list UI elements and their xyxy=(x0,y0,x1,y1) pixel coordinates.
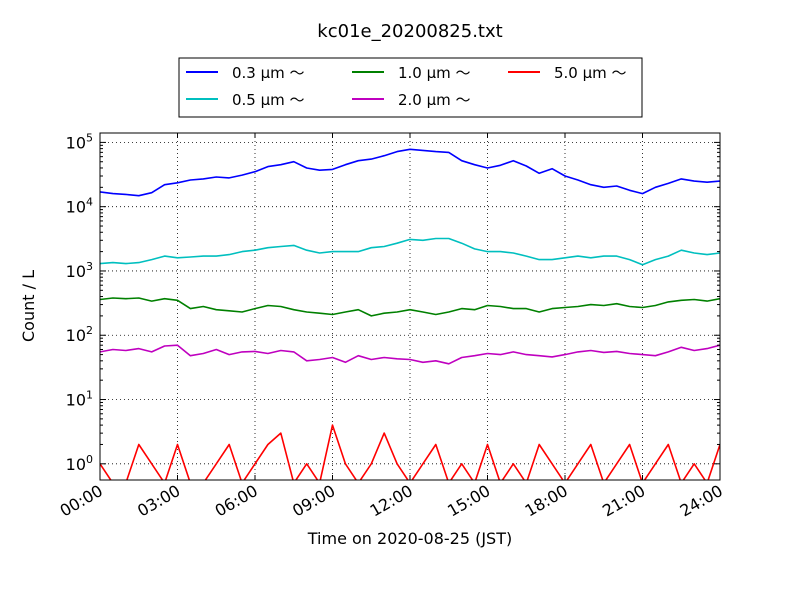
y-tick-label: 105 xyxy=(66,131,93,152)
x-tick-label: 12:00 xyxy=(367,481,416,521)
series-line-3 xyxy=(100,344,720,365)
x-tick-label: 03:00 xyxy=(134,481,183,521)
x-axis-label: Time on 2020-08-25 (JST) xyxy=(307,529,512,548)
y-tick-label: 101 xyxy=(66,389,93,410)
legend: 0.3 μm ～ 0.5 μm ～ 1.0 μm ～ 2.0 μm ～ 5.0 μm ～ xyxy=(178,57,643,118)
series-layer xyxy=(100,148,720,480)
legend-box xyxy=(178,57,643,118)
x-tick-label: 00:00 xyxy=(57,481,106,521)
y-axis-label: Count / L xyxy=(19,270,38,342)
series-line-2 xyxy=(100,297,720,317)
x-tick-label: 06:00 xyxy=(212,481,261,521)
legend-label-3: 2.0 μm ～ xyxy=(398,91,471,109)
y-tick-label: 104 xyxy=(66,196,93,217)
y-tick-label: 103 xyxy=(66,260,93,281)
legend-label-1: 0.5 μm ～ xyxy=(232,91,305,109)
series-line-0 xyxy=(100,148,720,197)
y-tick-label: 100 xyxy=(66,453,93,474)
x-tick-label: 15:00 xyxy=(444,481,493,521)
series-line-1 xyxy=(100,237,720,266)
legend-label-2: 1.0 μm ～ xyxy=(398,64,471,82)
legend-label-0: 0.3 μm ～ xyxy=(232,64,305,82)
x-tick-label: 24:00 xyxy=(677,481,726,521)
chart-title: kc01e_20200825.txt xyxy=(317,21,502,42)
legend-label-4: 5.0 μm ～ xyxy=(554,64,627,82)
x-tick-label: 18:00 xyxy=(522,481,571,521)
x-tick-label: 09:00 xyxy=(289,481,338,521)
y-tick-label: 102 xyxy=(66,324,93,345)
series-line-4 xyxy=(100,424,720,480)
x-tick-label: 21:00 xyxy=(599,481,648,521)
